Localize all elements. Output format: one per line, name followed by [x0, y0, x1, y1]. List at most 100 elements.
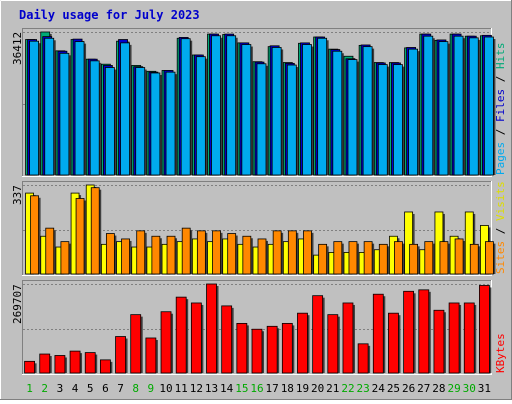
legend-label-sites: Sites [494, 240, 507, 274]
day-label-28: 28 [432, 382, 446, 395]
bar-sites-day-6 [105, 233, 115, 275]
bar-pages-day-2 [44, 37, 55, 176]
bar-kbytes-day-2 [39, 353, 51, 374]
bar-kbytes-day-5 [84, 352, 96, 374]
day-label-14: 14 [220, 382, 234, 395]
bar-sites-day-30 [469, 243, 479, 275]
bar-pages-day-21 [332, 50, 343, 176]
bar-sites-day-16 [257, 238, 267, 275]
bar-pages-day-23 [362, 46, 373, 176]
bar-kbytes-day-25 [388, 312, 399, 374]
bar-kbytes-day-6 [99, 359, 111, 374]
day-label-25: 25 [386, 382, 401, 395]
bar-pages-day-6 [104, 67, 115, 176]
bar-kbytes-day-16 [251, 328, 263, 374]
bar-kbytes-day-14 [221, 305, 233, 374]
day-label-29: 29 [447, 382, 461, 395]
bar-sites-day-29 [454, 238, 464, 275]
bar-pages-day-18 [286, 64, 297, 176]
day-label-7: 7 [117, 382, 124, 395]
bar-kbytes-day-9 [145, 337, 157, 374]
bar-pages-day-30 [468, 37, 479, 176]
bar-kbytes-day-18 [281, 322, 293, 374]
bar-kbytes-day-21 [327, 314, 339, 374]
legend-separator: / [494, 69, 507, 89]
bar-visits-day-26 [404, 211, 414, 275]
legend-label-pages: Pages [494, 141, 507, 175]
bar-sites-day-31 [485, 241, 494, 275]
day-label-9: 9 [147, 382, 155, 395]
day-label-8: 8 [132, 382, 140, 395]
bar-pages-day-3 [59, 52, 70, 176]
bar-sites-day-8 [136, 230, 146, 275]
bar-kbytes-day-12 [190, 302, 202, 374]
bar-kbytes-day-24 [372, 293, 384, 374]
bar-sites-day-28 [439, 241, 449, 275]
legend-separator: / [494, 221, 507, 241]
bar-sites-day-11 [181, 227, 191, 275]
bar-pages-day-16 [256, 63, 267, 176]
bar-kbytes-day-19 [297, 312, 308, 374]
bar-kbytes-day-3 [54, 355, 66, 374]
bar-sites-day-26 [409, 243, 419, 275]
day-label-30: 30 [462, 382, 476, 395]
bar-kbytes-day-17 [266, 325, 278, 374]
bar-kbytes-day-13 [206, 283, 217, 374]
bar-visits-day-30 [464, 211, 474, 275]
day-label-2: 2 [41, 382, 49, 395]
bar-kbytes-day-22 [342, 302, 354, 374]
panel-max-label: 269707 [11, 283, 24, 324]
bar-pages-day-24 [377, 64, 388, 176]
bar-pages-day-27 [423, 35, 434, 176]
bar-sites-day-10 [166, 235, 176, 275]
legend-label-kbytes: KBytes [494, 333, 507, 373]
bar-pages-day-11 [180, 38, 191, 176]
bar-kbytes-day-23 [357, 343, 369, 374]
bar-sites-day-7 [121, 238, 130, 275]
day-label-5: 5 [86, 382, 94, 395]
chart-title: Daily usage for July 2023 [19, 8, 200, 22]
day-label-12: 12 [189, 382, 203, 395]
bar-sites-day-20 [318, 243, 328, 275]
bar-sites-day-13 [212, 230, 221, 275]
bar-pages-day-25 [393, 64, 403, 176]
day-label-26: 26 [401, 382, 416, 395]
bar-kbytes-day-7 [115, 336, 126, 374]
day-label-19: 19 [295, 382, 310, 395]
bar-sites-day-12 [196, 230, 206, 275]
bar-sites-day-22 [348, 241, 358, 275]
bar-kbytes-day-30 [463, 302, 475, 374]
bar-pages-day-1 [29, 40, 39, 176]
panel-legend-pages-files-hits: Pages / Files / Hits [494, 43, 507, 176]
panel-legend-visits-sites: Sites / Visits [494, 181, 507, 274]
day-label-27: 27 [417, 382, 431, 395]
bar-kbytes-day-1 [24, 360, 35, 374]
bar-kbytes-day-8 [130, 314, 142, 374]
day-label-23: 23 [356, 382, 370, 395]
bar-pages-day-19 [302, 44, 312, 176]
day-label-4: 4 [71, 382, 79, 395]
bar-pages-day-20 [317, 37, 328, 176]
bar-kbytes-day-20 [312, 295, 324, 374]
legend-label-files: Files [494, 88, 507, 122]
bar-kbytes-day-29 [448, 302, 460, 374]
day-label-16: 16 [250, 382, 264, 395]
bar-sites-day-14 [227, 233, 237, 275]
bar-kbytes-day-27 [418, 289, 430, 374]
bar-sites-day-19 [303, 230, 312, 275]
panel-max-label: 337 [11, 184, 24, 205]
bar-sites-day-17 [272, 230, 282, 275]
legend-label-visits: Visits [494, 181, 507, 221]
bar-sites-day-4 [75, 198, 85, 275]
day-label-18: 18 [280, 382, 294, 395]
bar-kbytes-day-4 [69, 350, 81, 374]
bar-sites-day-9 [151, 235, 161, 275]
bar-sites-day-23 [363, 241, 373, 275]
bar-pages-day-4 [74, 41, 85, 176]
bar-pages-day-8 [135, 67, 146, 176]
bar-kbytes-day-11 [175, 296, 187, 374]
bar-sites-day-24 [378, 243, 388, 275]
bar-pages-day-15 [241, 44, 252, 176]
